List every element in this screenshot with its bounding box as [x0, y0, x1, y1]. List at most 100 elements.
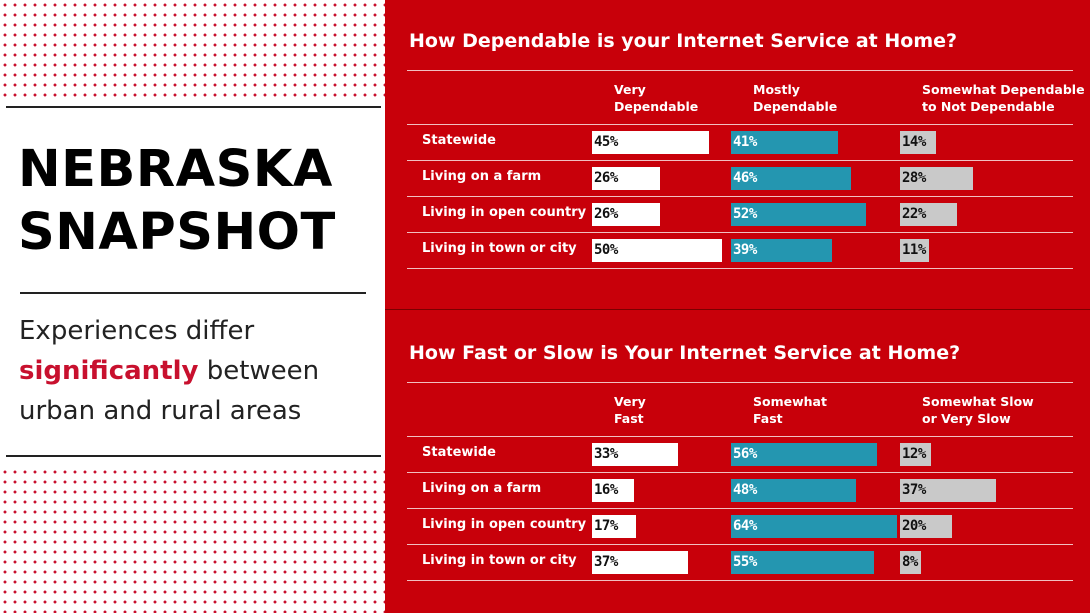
subtitle-line-2-rest: between	[198, 356, 320, 386]
column-header: Somewhat Slow or Very Slow	[922, 393, 1034, 427]
bar-1: 55%	[731, 551, 874, 574]
bar-value-label: 16%	[594, 482, 618, 498]
bar-value-label: 55%	[733, 554, 757, 570]
bar-value-label: 46%	[733, 170, 757, 186]
column-header-line: Mostly	[753, 82, 800, 97]
chart-panel: How Dependable is your Internet Service …	[385, 0, 1090, 300]
bar-value-label: 56%	[733, 446, 757, 462]
bar-0: 26%	[592, 167, 660, 190]
table-rule	[407, 124, 1073, 125]
bar-value-label: 26%	[594, 206, 618, 222]
column-header-line: Somewhat Slow	[922, 394, 1034, 409]
bar-1: 46%	[731, 167, 851, 190]
bar-value-label: 20%	[902, 518, 926, 534]
bar-2: 37%	[900, 479, 997, 502]
bar-2: 12%	[900, 443, 932, 466]
bar-value-label: 22%	[902, 206, 926, 222]
column-header-line: Dependable	[753, 99, 838, 114]
dot-pattern-top	[0, 0, 385, 97]
row-label: Living on a farm	[422, 169, 542, 184]
bar-value-label: 8%	[902, 554, 918, 570]
bar-2: 28%	[900, 167, 973, 190]
row-label: Living in town or city	[422, 553, 577, 568]
bar-value-label: 17%	[594, 518, 618, 534]
bar-value-label: 52%	[733, 206, 757, 222]
table-rule	[407, 70, 1073, 71]
bar-value-label: 26%	[594, 170, 618, 186]
column-header-line: Fast	[753, 411, 783, 426]
row-label: Statewide	[422, 133, 496, 148]
bar-1: 39%	[731, 239, 833, 262]
bar-1: 41%	[731, 131, 838, 154]
bar-value-label: 37%	[594, 554, 618, 570]
row-label: Living in town or city	[422, 241, 577, 256]
bar-value-label: 39%	[733, 242, 757, 258]
column-header-line: Somewhat	[753, 394, 827, 409]
title-line-1: NEBRASKA	[18, 140, 333, 199]
title-line-2: SNAPSHOT	[18, 203, 336, 262]
chart-table: Very Fast Somewhat Fast Somewhat Slow or Very…	[407, 382, 1073, 582]
subtitle-line-1: Experiences differ	[19, 316, 255, 346]
table-rule	[407, 196, 1073, 197]
table-rule	[407, 436, 1073, 437]
bar-value-label: 64%	[733, 518, 757, 534]
dot-pattern-bottom	[0, 467, 385, 613]
bar-value-label: 48%	[733, 482, 757, 498]
left-panel: NEBRASKA SNAPSHOT Experiences differ sig…	[0, 0, 385, 613]
chart-table: Very Dependable Mostly Dependable Somewhat D…	[407, 70, 1085, 270]
table-rule	[407, 544, 1073, 545]
column-header: Mostly Dependable	[753, 81, 837, 115]
table-rule	[407, 268, 1073, 269]
bar-value-label: 14%	[902, 134, 926, 150]
bar-0: 17%	[592, 515, 637, 538]
subtitle-line-3: urban and rural areas	[19, 396, 302, 426]
bar-1: 48%	[731, 479, 856, 502]
bar-0: 45%	[592, 131, 709, 154]
bar-1: 64%	[731, 515, 898, 538]
column-header-line: Very	[614, 82, 646, 97]
bar-0: 33%	[592, 443, 678, 466]
subtitle: Experiences differ significantly between…	[19, 311, 319, 431]
row-label: Statewide	[422, 445, 496, 460]
chart-title: How Dependable is your Internet Service …	[409, 30, 958, 52]
bar-0: 26%	[592, 203, 660, 226]
divider-bottom	[6, 455, 381, 457]
bar-2: 14%	[900, 131, 937, 154]
bar-2: 8%	[900, 551, 921, 574]
bar-0: 16%	[592, 479, 634, 502]
bar-value-label: 45%	[594, 134, 618, 150]
subtitle-highlight: significantly	[19, 356, 199, 386]
chart-panel: How Fast or Slow is Your Internet Servic…	[385, 312, 1090, 612]
column-header-line: Dependable	[614, 99, 699, 114]
column-header: Very Dependable	[614, 81, 698, 115]
table-rule	[407, 472, 1073, 473]
page-title: NEBRASKA SNAPSHOT	[18, 138, 336, 264]
row-label: Living on a farm	[422, 481, 542, 496]
right-panel: How Dependable is your Internet Service …	[385, 0, 1090, 613]
bar-value-label: 41%	[733, 134, 757, 150]
divider-middle	[20, 292, 366, 294]
divider-top	[6, 106, 381, 108]
bar-1: 56%	[731, 443, 877, 466]
panel-separator	[385, 309, 1090, 310]
bar-2: 11%	[900, 239, 929, 262]
column-header-line: Somewhat Dependable	[922, 82, 1085, 97]
bar-value-label: 11%	[902, 242, 926, 258]
column-header-line: to Not Dependable	[922, 99, 1055, 114]
bar-value-label: 28%	[902, 170, 926, 186]
bar-value-label: 50%	[594, 242, 618, 258]
bar-value-label: 12%	[902, 446, 926, 462]
table-rule	[407, 580, 1073, 581]
column-header: Very Fast	[614, 393, 646, 427]
column-header: Somewhat Dependable to Not Dependable	[922, 81, 1085, 115]
row-label: Living in open country	[422, 205, 587, 220]
bar-0: 37%	[592, 551, 689, 574]
bar-0: 50%	[592, 239, 722, 262]
column-header-line: or Very Slow	[922, 411, 1011, 426]
table-rule	[407, 160, 1073, 161]
bar-2: 20%	[900, 515, 952, 538]
column-header: Somewhat Fast	[753, 393, 827, 427]
bar-1: 52%	[731, 203, 867, 226]
column-header-line: Very	[614, 394, 646, 409]
bar-2: 22%	[900, 203, 958, 226]
